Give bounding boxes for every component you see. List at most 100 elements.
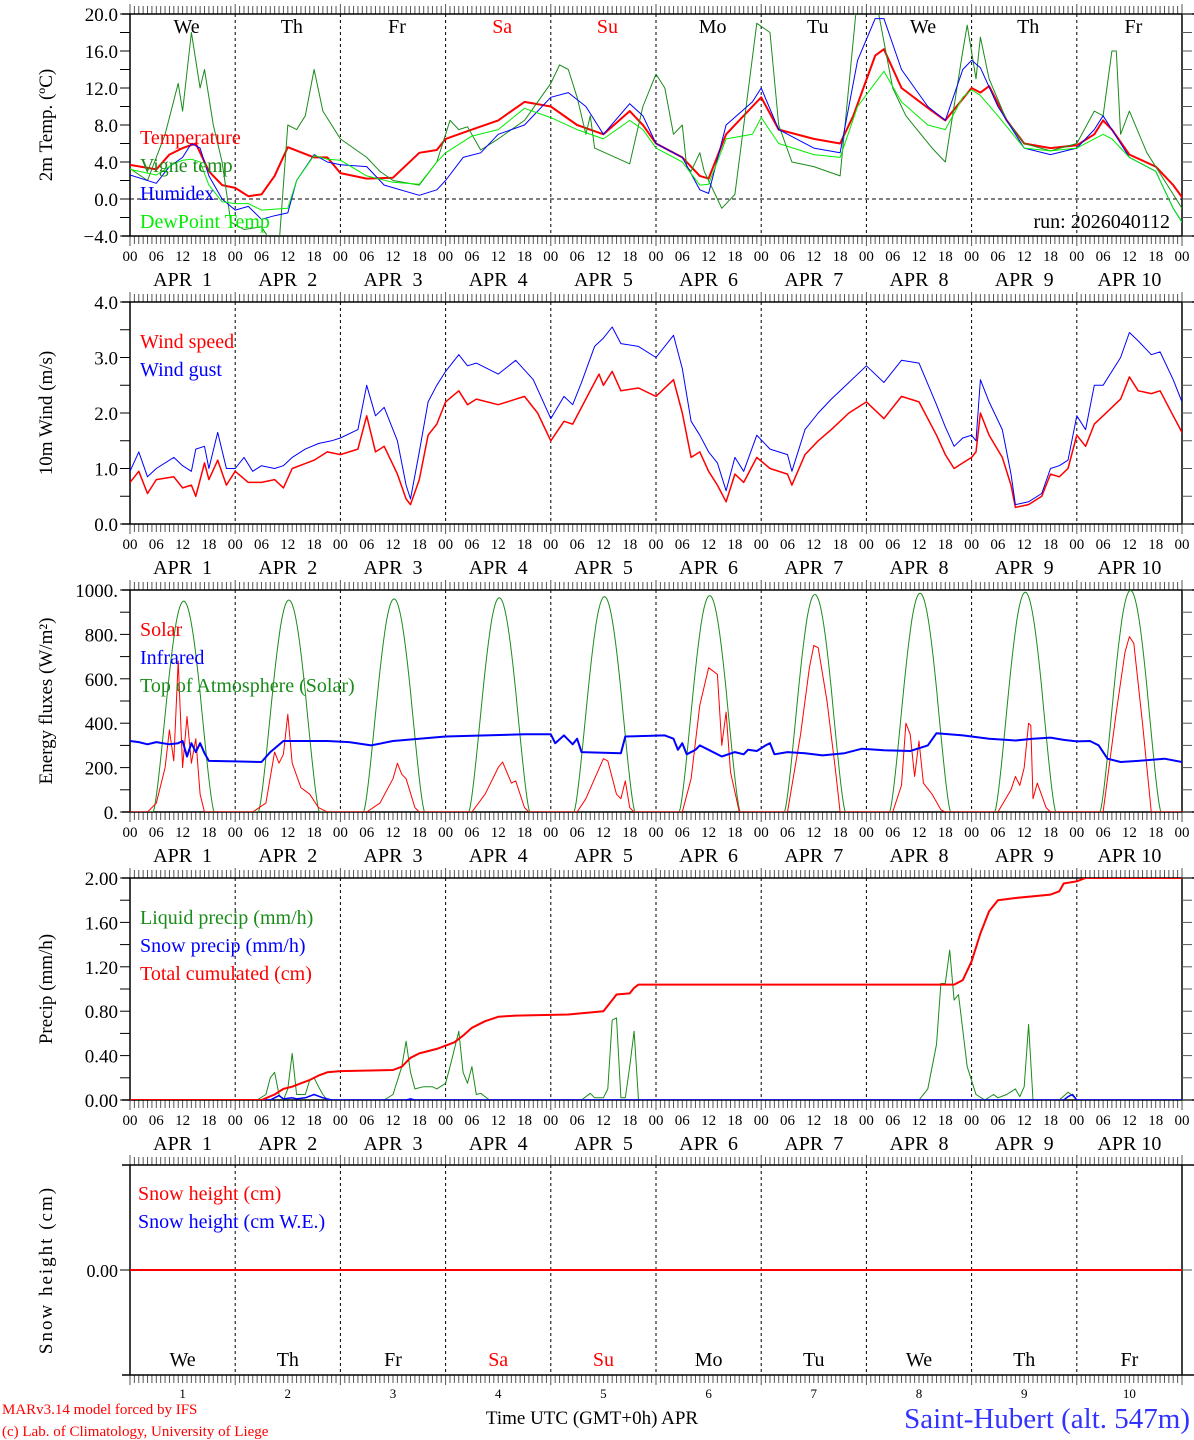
hour-label: 18 xyxy=(1043,249,1058,265)
y-axis-title: Snow height (cm) xyxy=(36,1186,57,1354)
hour-label: 00 xyxy=(1175,249,1190,265)
hour-label: 00 xyxy=(1069,537,1084,553)
y-tick-label: 12.0 xyxy=(85,79,118,100)
hour-label: 12 xyxy=(491,825,506,841)
hour-label: 06 xyxy=(570,825,586,841)
date-label: APR 4 xyxy=(469,845,528,867)
hour-label: 18 xyxy=(412,249,427,265)
hour-label: 18 xyxy=(201,537,216,553)
hour-label: 18 xyxy=(622,537,637,553)
date-label: APR 1 xyxy=(153,269,212,291)
hour-label: 12 xyxy=(912,825,927,841)
hour-label: 18 xyxy=(938,825,953,841)
hour-label: 00 xyxy=(964,249,979,265)
date-label: APR 1 xyxy=(153,845,212,867)
y-tick-label: 3.0 xyxy=(94,349,118,370)
hour-label: 00 xyxy=(754,249,769,265)
hour-label: 06 xyxy=(885,825,901,841)
series-line-top-of-atmosphere xyxy=(130,590,1182,812)
hour-label: 06 xyxy=(990,249,1006,265)
legend-entry: DewPoint Temp xyxy=(140,211,270,233)
day-number: 4 xyxy=(495,1386,502,1401)
series-group xyxy=(130,14,1182,236)
legend-entry: Vigne temp xyxy=(140,155,233,177)
weekday-label-bottom: Fr xyxy=(1121,1349,1139,1371)
hour-label: 00 xyxy=(438,825,453,841)
station-title: Saint-Hubert (alt. 547m) xyxy=(904,1403,1190,1435)
hour-label: 18 xyxy=(727,825,742,841)
model-credit: MARv3.14 model forced by IFS xyxy=(2,1402,197,1418)
hour-label: 00 xyxy=(228,825,243,841)
y-tick-label: 0. xyxy=(104,803,118,824)
hour-label: 00 xyxy=(1175,537,1190,553)
hour-label: 12 xyxy=(491,1113,506,1129)
hour-label: 18 xyxy=(412,537,427,553)
hour-label: 12 xyxy=(701,537,716,553)
hour-label: 12 xyxy=(386,825,401,841)
date-label: APR 4 xyxy=(469,1133,528,1155)
date-label: APR 9 xyxy=(995,1133,1054,1155)
series-line-wind-gust xyxy=(130,326,1182,506)
weekday-label-bottom: Th xyxy=(1013,1349,1035,1371)
hour-label: 18 xyxy=(622,249,637,265)
hour-label: 18 xyxy=(938,1113,953,1129)
hour-label: 18 xyxy=(1148,1113,1163,1129)
legend-entry: Humidex xyxy=(140,183,214,205)
y-tick-label: 1.60 xyxy=(85,913,118,934)
day-number: 9 xyxy=(1021,1386,1028,1401)
hour-label: 18 xyxy=(622,1113,637,1129)
hour-label: 06 xyxy=(675,1113,691,1129)
hour-label: 06 xyxy=(675,249,691,265)
hour-label: 06 xyxy=(359,249,375,265)
hour-label: 00 xyxy=(123,825,138,841)
hour-label: 18 xyxy=(517,825,532,841)
hour-label: 06 xyxy=(885,1113,901,1129)
weekday-label-bottom: We xyxy=(906,1349,932,1371)
hour-label: 12 xyxy=(912,249,927,265)
date-label: APR 7 xyxy=(784,845,843,867)
hour-label: 12 xyxy=(1017,1113,1032,1129)
series-group xyxy=(130,878,1182,1100)
hour-label: 12 xyxy=(1122,1113,1137,1129)
hour-label: 00 xyxy=(123,249,138,265)
hour-label: 18 xyxy=(727,249,742,265)
date-label: APR 8 xyxy=(890,557,949,579)
y-tick-label: 1.20 xyxy=(85,958,118,979)
series-group xyxy=(130,590,1182,812)
day-number: 2 xyxy=(285,1386,292,1401)
hour-label: 12 xyxy=(596,249,611,265)
hour-label: 06 xyxy=(149,249,165,265)
hour-label: 00 xyxy=(543,825,558,841)
date-label: APR 2 xyxy=(258,557,317,579)
hour-label: 06 xyxy=(885,537,901,553)
hour-label: 18 xyxy=(833,825,848,841)
date-label: APR 4 xyxy=(469,557,528,579)
hour-label: 00 xyxy=(228,1113,243,1129)
weekday-label-top: Sa xyxy=(492,16,512,38)
legend-entry: Solar xyxy=(140,619,183,641)
hour-label: 00 xyxy=(333,537,348,553)
weekday-label-top: Su xyxy=(597,16,618,38)
weekday-label-bottom: Th xyxy=(277,1349,299,1371)
date-label: APR 10 xyxy=(1097,269,1161,291)
hour-label: 18 xyxy=(1148,249,1163,265)
hour-label: 12 xyxy=(491,537,506,553)
hour-label: 00 xyxy=(649,1113,664,1129)
date-label: APR 10 xyxy=(1097,557,1161,579)
legend-entry: Snow precip (mm/h) xyxy=(140,935,306,957)
hour-label: 06 xyxy=(464,825,480,841)
date-label: APR 5 xyxy=(574,1133,633,1155)
date-label: APR 10 xyxy=(1097,1133,1161,1155)
hour-label: 06 xyxy=(885,249,901,265)
hour-label: 00 xyxy=(859,537,874,553)
hour-label: 18 xyxy=(727,537,742,553)
hour-label: 06 xyxy=(1096,249,1112,265)
date-label: APR 4 xyxy=(469,269,528,291)
hour-label: 00 xyxy=(333,1113,348,1129)
hour-label: 06 xyxy=(780,249,796,265)
y-tick-label: 800. xyxy=(85,625,118,646)
hour-label: 06 xyxy=(464,249,480,265)
legend-entry: Snow height (cm) xyxy=(138,1183,281,1205)
hour-label: 00 xyxy=(859,249,874,265)
